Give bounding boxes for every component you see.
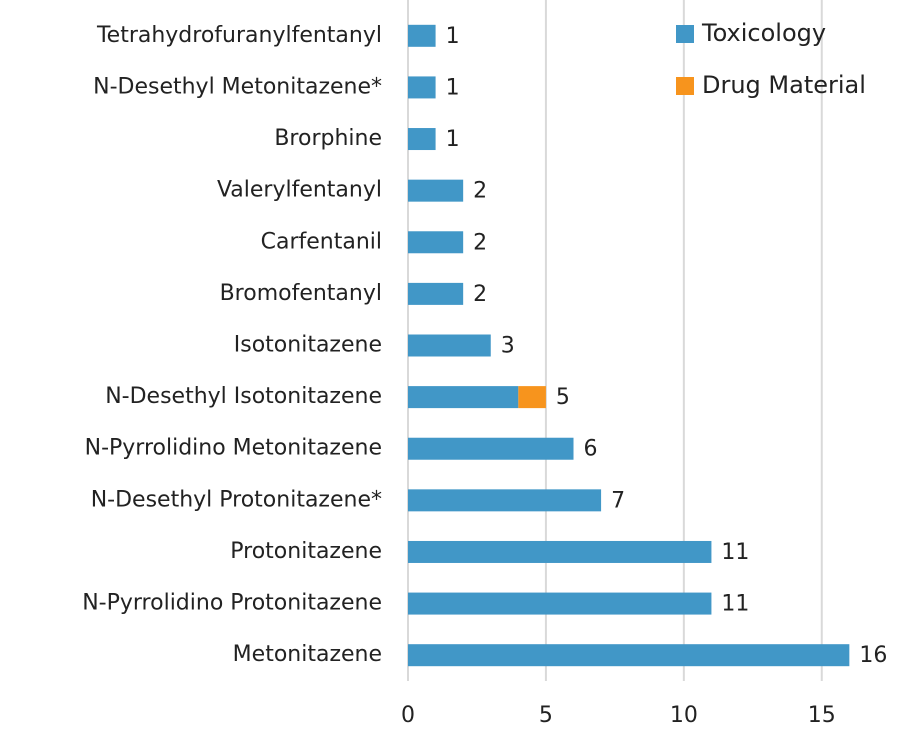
bar-segment [408, 128, 436, 151]
x-tick-label: 0 [401, 703, 415, 728]
y-tick-label: Bromofentanyl [220, 281, 382, 306]
total-label: 6 [584, 437, 598, 462]
bar-segment [518, 386, 546, 409]
total-label: 11 [721, 540, 749, 565]
y-tick-label: Carfentanil [261, 229, 382, 254]
y-tick-label: Brorphine [274, 126, 382, 151]
legend-label: Drug Material [702, 71, 866, 99]
total-label: 2 [473, 282, 487, 307]
bar-segment [408, 231, 464, 254]
y-tick-label: N-Desethyl Isotonitazene [105, 384, 382, 409]
total-label: 3 [501, 334, 515, 359]
total-label: 2 [473, 230, 487, 255]
x-tick-label: 15 [808, 703, 836, 728]
total-label: 5 [556, 385, 570, 410]
bar-segment [408, 179, 464, 202]
y-tick-label: N-Pyrrolidino Metonitazene [85, 436, 382, 461]
bar-segment [408, 282, 464, 305]
bar-segment [408, 386, 519, 409]
x-tick-label: 5 [539, 703, 553, 728]
y-tick-label: N-Desethyl Protonitazene* [91, 487, 382, 512]
bar-segment [408, 644, 850, 667]
bar-segment [408, 592, 712, 615]
y-tick-label: Protonitazene [230, 539, 382, 564]
x-tick-label: 10 [670, 703, 698, 728]
total-label: 1 [446, 24, 460, 49]
legend-swatch [676, 77, 694, 95]
bar-segment [408, 334, 491, 357]
total-label: 1 [446, 127, 460, 152]
y-tick-label: N-Desethyl Metonitazene* [93, 74, 382, 99]
y-tick-label: Tetrahydrofuranylfentanyl [96, 23, 382, 48]
bar-segment [408, 76, 436, 99]
bar-segment [408, 540, 712, 563]
y-tick-label: N-Pyrrolidino Protonitazene [82, 591, 382, 616]
total-label: 2 [473, 179, 487, 204]
bar-segment [408, 24, 436, 47]
y-tick-label: Metonitazene [233, 642, 382, 667]
legend-swatch [676, 25, 694, 43]
y-tick-label: Isotonitazene [234, 333, 382, 358]
total-label: 7 [611, 488, 625, 513]
bar-segment [408, 437, 574, 460]
total-label: 1 [446, 75, 460, 100]
y-tick-label: Valerylfentanyl [217, 178, 382, 203]
total-label: 11 [721, 592, 749, 617]
bar-segment [408, 489, 602, 512]
total-label: 16 [859, 643, 887, 668]
legend-label: Toxicology [701, 19, 826, 47]
